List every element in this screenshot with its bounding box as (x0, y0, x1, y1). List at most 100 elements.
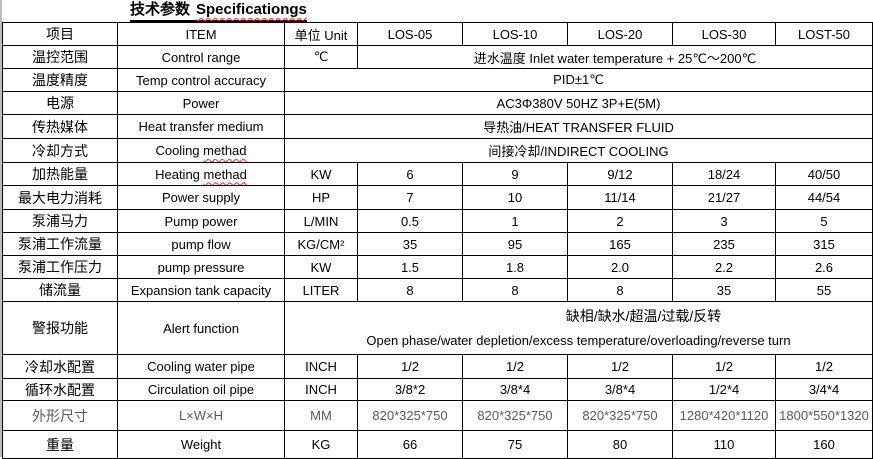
value-cell: 165 (567, 232, 673, 256)
item-label-en: Power supply (117, 185, 285, 210)
item-label-en: Heat transfer medium (117, 114, 285, 139)
alert-text-zh: 缺相/缺水/超温/过载/反转 (565, 307, 722, 324)
value-cell: 1.8 (462, 255, 568, 279)
item-label-en: Weight (117, 430, 285, 459)
value-cell: 1/2 (357, 354, 463, 379)
value-cell: 5 (775, 209, 873, 233)
value-cell: 820*325*750 (357, 400, 463, 431)
value-cell: 1 (462, 209, 568, 233)
merged-value-cell: AC3Φ380V 50HZ 3P+E(5M) (284, 91, 873, 115)
spec-table-body: 温控范围 Control range ℃ 进水温度 Inlet water tempe… (2, 45, 873, 459)
column-header-4: LOS-05 (357, 22, 463, 46)
value-cell: 1/2 (462, 354, 568, 379)
spec-row-8: 泵浦马力 Pump power L/MIN 0.5 1 2 3 5 (2, 209, 873, 233)
spec-table: 项目 ITEM 单位 Unit LOS-05 LOS-10 LOS-20 LOS-30 LOS… (2, 22, 873, 459)
merged-value-cell: 缺相/缺水/超温/过载/反转 Open phase/water depletion… (284, 301, 873, 355)
item-label-zh: 储流量 (2, 278, 118, 302)
value-cell: 18/24 (672, 162, 776, 186)
spec-row-1: 温控范围 Control range ℃ 进水温度 Inlet water tempe… (2, 45, 873, 69)
page-title-text: 技术参数 Specificationgs (130, 0, 307, 22)
value-cell: 1/2 (672, 354, 776, 379)
item-label-zh: 传热媒体 (2, 114, 118, 139)
merged-value-cell: 间接冷却/INDIRECT COOLING (284, 138, 873, 163)
value-cell: 3/8*4 (462, 378, 568, 401)
unit-cell: KG (284, 430, 358, 459)
value-cell: 3/8*2 (357, 378, 463, 401)
window-edge (0, 0, 2, 457)
spec-row-16: 重量 Weight KG 66 75 80 110 160 (2, 430, 873, 459)
value-cell: 8 (357, 278, 463, 302)
spec-row-15: 外形尺寸 L×W×H MM 820*325*750 820*325*750 820*325… (2, 400, 873, 431)
value-cell: 2 (567, 209, 673, 233)
value-cell: 1.5 (357, 255, 463, 279)
unit-cell: MM (284, 400, 358, 431)
header-row: 项目 ITEM 单位 Unit LOS-05 LOS-10 LOS-20 LOS-30 LOS… (2, 22, 873, 46)
unit-cell: INCH (284, 378, 358, 401)
unit-cell: KW (284, 255, 358, 279)
item-label-en: pump pressure (117, 255, 285, 279)
spec-row-9: 泵浦工作流量 pump flow KG/CM² 35 95 165 235 315 (2, 232, 873, 256)
value-cell: 95 (462, 232, 568, 256)
item-label-en: L×W×H (117, 400, 285, 431)
item-label-en: Cooling methad (117, 138, 285, 163)
value-cell: 75 (462, 430, 568, 459)
value-cell: 80 (567, 430, 673, 459)
value-cell: 11/14 (567, 185, 673, 210)
value-cell: 44/54 (775, 185, 873, 210)
item-label-en: Temp control accuracy (117, 68, 285, 92)
value-cell: 3/8*4 (567, 378, 673, 401)
value-cell: 2.0 (567, 255, 673, 279)
item-label-zh: 加热能量 (2, 162, 118, 186)
merged-value-cell: 导热油/HEAT TRANSFER FLUID (284, 114, 873, 139)
value-cell: 7 (357, 185, 463, 210)
item-label-en: Circulation oil pipe (117, 378, 285, 401)
unit-cell: LITER (284, 278, 358, 302)
column-header-3: 单位 Unit (284, 22, 358, 46)
value-cell: 9/12 (567, 162, 673, 186)
item-label-zh: 外形尺寸 (2, 400, 118, 431)
spec-row-5: 冷却方式 Cooling methad 间接冷却/INDIRECT COOLING (2, 138, 873, 163)
page-title-en: Specificationgs (196, 1, 307, 18)
item-label-zh: 泵浦马力 (2, 209, 118, 233)
value-cell: 1/2*4 (672, 378, 776, 401)
value-cell: 66 (357, 430, 463, 459)
page-title: 技术参数 Specificationgs (0, 0, 873, 22)
value-cell: 35 (672, 278, 776, 302)
value-cell: 6 (357, 162, 463, 186)
value-cell: 1/2 (775, 354, 873, 379)
item-label-en: Alert function (117, 301, 285, 355)
unit-cell: HP (284, 185, 358, 210)
value-cell: 2.6 (775, 255, 873, 279)
item-label-en: Expansion tank capacity (117, 278, 285, 302)
value-cell: 3 (672, 209, 776, 233)
value-cell: 40/50 (775, 162, 873, 186)
value-cell: 110 (672, 430, 776, 459)
item-label-zh: 电源 (2, 91, 118, 115)
spec-row-7: 最大电力消耗 Power supply HP 7 10 11/14 21/27 44/54 (2, 185, 873, 210)
item-label-zh: 泵浦工作流量 (2, 232, 118, 256)
merged-value-cell: 进水温度 Inlet water temperature + 25℃～200℃ (357, 45, 873, 69)
merged-value-cell: PID±1℃ (284, 68, 873, 92)
unit-cell: KG/CM² (284, 232, 358, 256)
column-header-7: LOS-30 (672, 22, 776, 46)
value-cell: 8 (462, 278, 568, 302)
value-cell: 1280*420*1120 (672, 400, 776, 431)
value-cell: 820*325*750 (567, 400, 673, 431)
item-label-en: pump flow (117, 232, 285, 256)
item-label-en: Pump power (117, 209, 285, 233)
column-header-6: LOS-20 (567, 22, 673, 46)
misspelled-word: methad (203, 166, 247, 182)
value-cell: 21/27 (672, 185, 776, 210)
value-cell: 55 (775, 278, 873, 302)
spec-row-4: 传热媒体 Heat transfer medium 导热油/HEAT TRANSFE… (2, 114, 873, 139)
item-label-en: Heating methad (117, 162, 285, 186)
value-cell: 10 (462, 185, 568, 210)
unit-cell: KW (284, 162, 358, 186)
value-cell: 1800*550*1320 (775, 400, 873, 431)
item-label-zh: 循环水配置 (2, 378, 118, 401)
value-cell: 160 (775, 430, 873, 459)
item-label-zh: 温度精度 (2, 68, 118, 92)
item-label-en: Cooling water pipe (117, 354, 285, 379)
page-title-zh: 技术参数 (130, 1, 191, 18)
spec-row-13: 冷却水配置 Cooling water pipe INCH 1/2 1/2 1/2 1/2 1… (2, 354, 873, 379)
